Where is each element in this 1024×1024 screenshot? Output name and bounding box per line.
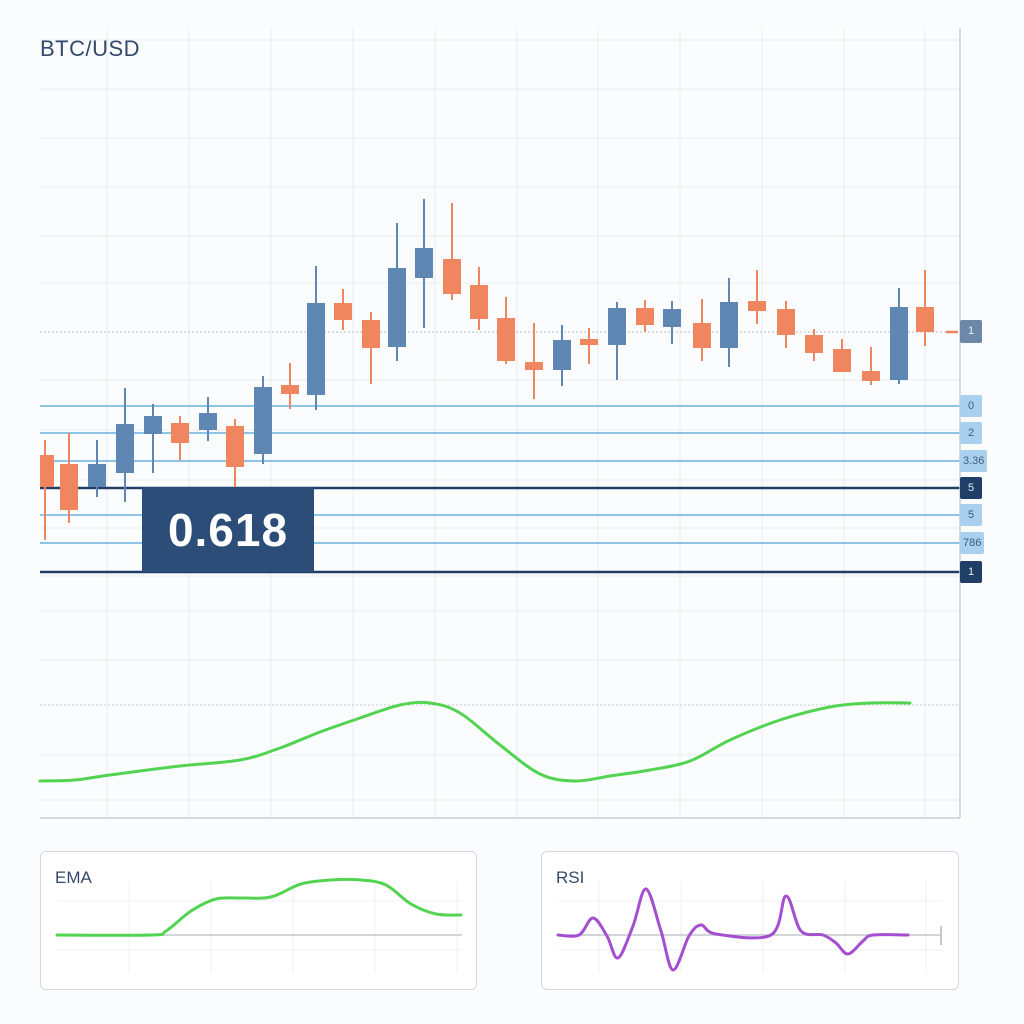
current-price-tag: 1 xyxy=(960,320,982,343)
candle xyxy=(663,301,681,344)
fib-level-label: 1 xyxy=(960,561,982,583)
candle xyxy=(693,299,711,361)
candle xyxy=(580,328,598,364)
fib-level-label: 5 xyxy=(960,504,982,526)
candle xyxy=(362,312,380,384)
ema-panel[interactable]: EMA xyxy=(40,851,477,990)
candle xyxy=(497,297,515,364)
candle xyxy=(443,203,461,300)
candle xyxy=(777,301,795,348)
candle xyxy=(470,267,488,330)
candle xyxy=(60,433,78,523)
candle xyxy=(334,289,352,330)
ema-chart xyxy=(55,877,463,973)
candle xyxy=(890,288,908,384)
candle xyxy=(281,363,299,409)
rsi-chart xyxy=(556,881,942,973)
fib-level-label: 3.36 xyxy=(960,450,988,472)
candle xyxy=(307,266,325,410)
candle xyxy=(720,278,738,367)
candle xyxy=(171,416,189,460)
fib-level-label: 5 xyxy=(960,477,982,499)
fib-level-label: 2 xyxy=(960,422,982,444)
candle xyxy=(144,404,162,473)
ema-panel-title: EMA xyxy=(55,868,92,887)
candle xyxy=(388,223,406,361)
candle xyxy=(805,329,823,361)
candle xyxy=(862,347,880,385)
candle xyxy=(199,397,217,441)
fib-0618-highlight: 0.618 xyxy=(142,487,314,572)
candle xyxy=(553,325,571,386)
ema-line xyxy=(38,700,912,783)
candle xyxy=(833,339,851,372)
candle xyxy=(88,440,106,497)
candle xyxy=(636,300,654,332)
main-chart[interactable] xyxy=(0,0,1024,840)
candle xyxy=(916,270,934,346)
candle xyxy=(116,388,134,502)
fib-level-label: 786 xyxy=(960,532,985,554)
candle xyxy=(254,376,272,464)
rsi-panel[interactable]: RSI xyxy=(541,851,959,990)
candle xyxy=(415,199,433,328)
fib-level-label: 0 xyxy=(960,395,982,417)
rsi-panel-title: RSI xyxy=(556,868,585,887)
candle xyxy=(40,440,54,540)
candlestick-series xyxy=(40,199,934,540)
candle xyxy=(608,302,626,380)
grid xyxy=(40,28,960,818)
candle xyxy=(226,419,244,487)
candle xyxy=(748,270,766,324)
candle xyxy=(525,323,543,399)
